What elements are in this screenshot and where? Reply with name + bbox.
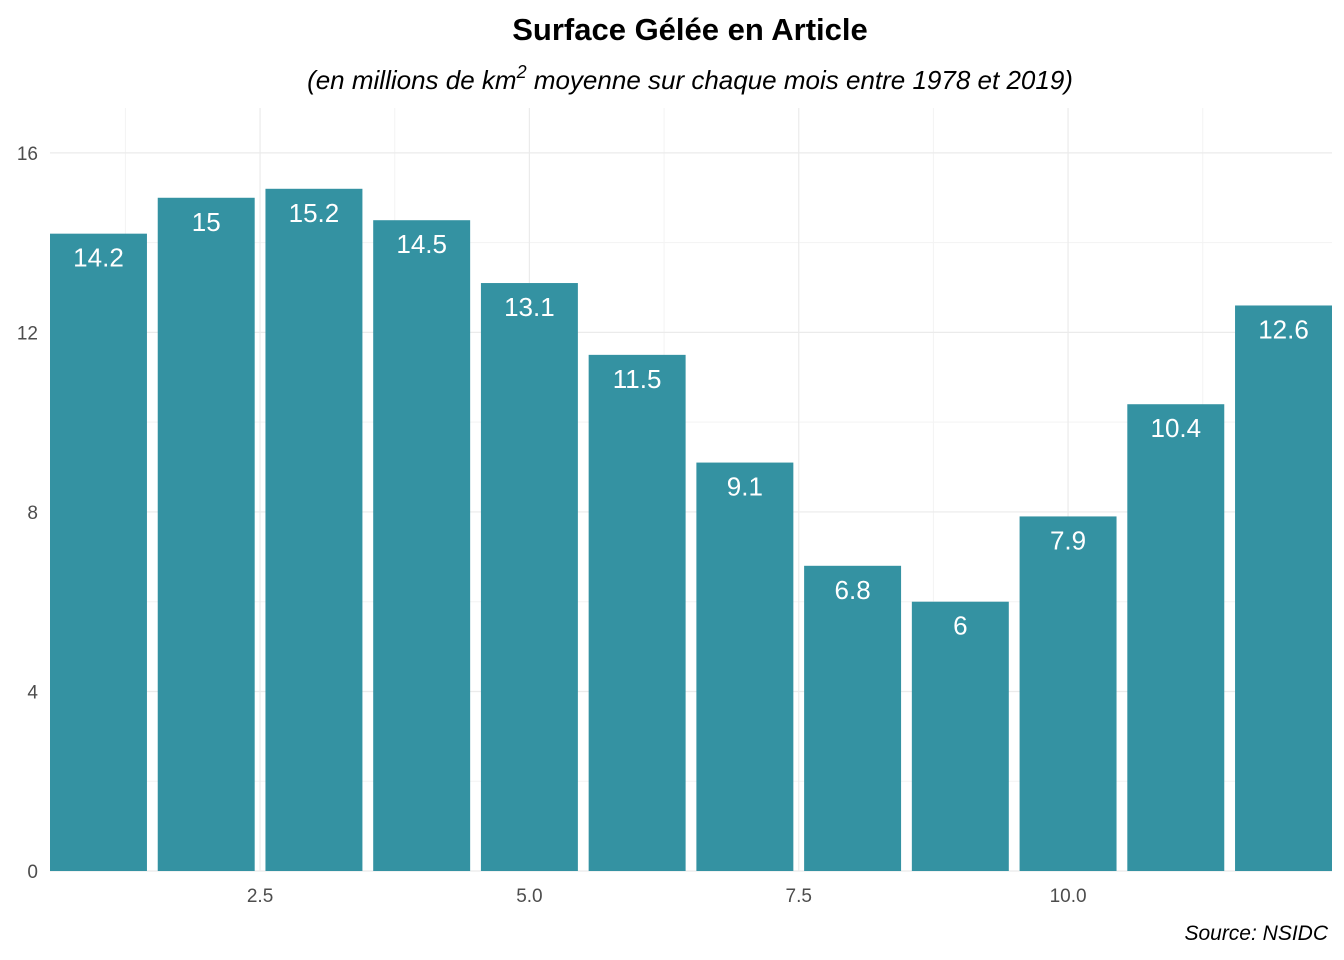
bar-value-label: 14.5: [396, 229, 447, 259]
chart-title: Surface Gélée en Article: [512, 12, 868, 47]
y-axis: 0 4 8 12 16: [17, 144, 39, 883]
bar-value-label: 15.2: [289, 198, 340, 228]
bar: [1127, 404, 1225, 871]
bar-labels: 14.2 15 15.2 14.5 13.1 11.5 9.1 6.8 6 7.9 10.4 12.6: [73, 198, 1309, 641]
bar: [157, 197, 255, 871]
bar: [1019, 516, 1117, 871]
bar-value-label: 10.4: [1150, 413, 1201, 443]
subtitle-superscript: 2: [516, 62, 527, 82]
chart-caption: Source: NSIDC: [1184, 922, 1328, 945]
bars: [50, 188, 1332, 872]
bar: [911, 601, 1009, 871]
x-tick-label: 2.5: [247, 886, 273, 907]
bar-value-label: 14.2: [73, 243, 124, 273]
y-tick-label: 12: [17, 323, 38, 344]
bar-value-label: 6.8: [835, 575, 871, 605]
bar: [265, 188, 363, 872]
chart-subtitle: (en millions de km2 moyenne sur chaque m…: [307, 62, 1073, 95]
bar-value-label: 12.6: [1258, 314, 1309, 344]
bar-value-label: 15: [192, 207, 221, 237]
bar: [50, 233, 147, 871]
subtitle-suffix: moyenne sur chaque mois entre 1978 et 20…: [527, 65, 1073, 95]
y-tick-label: 4: [27, 682, 38, 703]
y-tick-label: 8: [27, 503, 38, 524]
y-tick-label: 0: [27, 862, 38, 883]
bar-value-label: 11.5: [613, 364, 662, 394]
x-tick-label: 10.0: [1050, 886, 1087, 907]
bar: [804, 565, 902, 871]
bar-value-label: 6: [953, 611, 967, 641]
bar: [480, 283, 578, 872]
y-tick-label: 16: [17, 144, 38, 165]
bar: [373, 220, 471, 872]
x-tick-label: 7.5: [786, 886, 812, 907]
bar: [696, 462, 794, 871]
x-tick-label: 5.0: [516, 886, 542, 907]
bar-value-label: 7.9: [1050, 525, 1086, 555]
bar-value-label: 13.1: [504, 292, 555, 322]
bar: [588, 354, 686, 872]
x-axis: 2.5 5.0 7.5 10.0: [247, 886, 1087, 907]
bar: [1235, 305, 1332, 871]
bar-value-label: 9.1: [727, 472, 763, 502]
subtitle-prefix: (en millions de km: [307, 65, 517, 95]
